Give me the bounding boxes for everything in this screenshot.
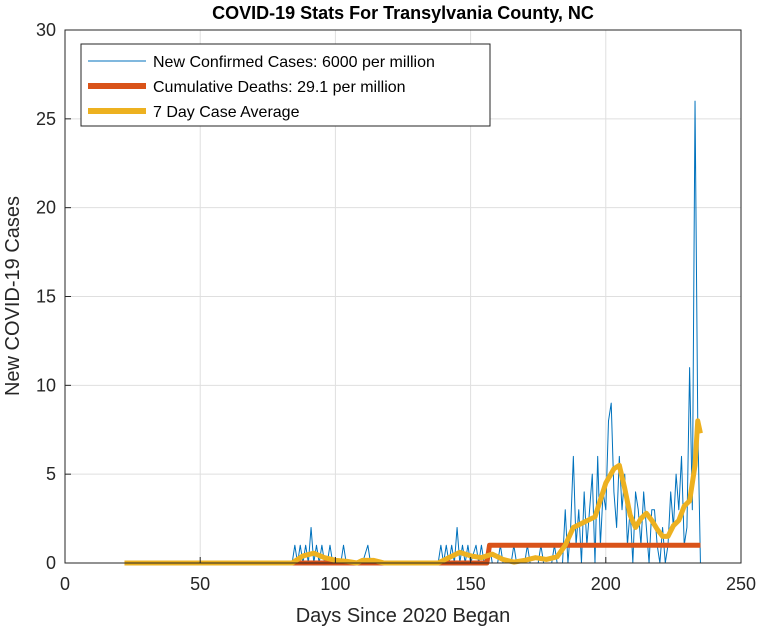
x-tick-label: 50 (190, 574, 210, 594)
y-tick-label: 5 (46, 464, 56, 484)
x-tick-label: 200 (591, 574, 621, 594)
x-axis-label: Days Since 2020 Began (296, 605, 511, 627)
x-tick-label: 100 (320, 574, 350, 594)
legend: New Confirmed Cases: 6000 per million Cu… (80, 43, 491, 127)
y-tick-label: 25 (36, 109, 56, 129)
y-tick-label: 20 (36, 198, 56, 218)
x-tick-label: 250 (726, 574, 756, 594)
chart-title: COVID-19 Stats For Transylvania County, … (212, 3, 594, 23)
y-tick-label: 30 (36, 20, 56, 40)
x-tick-label: 150 (456, 574, 486, 594)
x-tick-label: 0 (60, 574, 70, 594)
x-axis-ticks: 0 50 100 150 200 250 (60, 557, 756, 594)
legend-box (80, 43, 491, 127)
legend-label-7day-average: 7 Day Case Average (153, 104, 300, 121)
y-axis-label: New COVID-19 Cases (2, 196, 24, 396)
seven-day-average-line (124, 418, 703, 566)
y-tick-label: 15 (36, 287, 56, 307)
y-tick-label: 0 (46, 553, 56, 573)
legend-label-new-cases: New Confirmed Cases: 6000 per million (153, 54, 435, 71)
y-tick-label: 10 (36, 375, 56, 395)
y-axis-ticks: 0 5 10 15 20 25 30 (36, 20, 71, 573)
legend-label-deaths: Cumulative Deaths: 29.1 per million (153, 79, 406, 96)
